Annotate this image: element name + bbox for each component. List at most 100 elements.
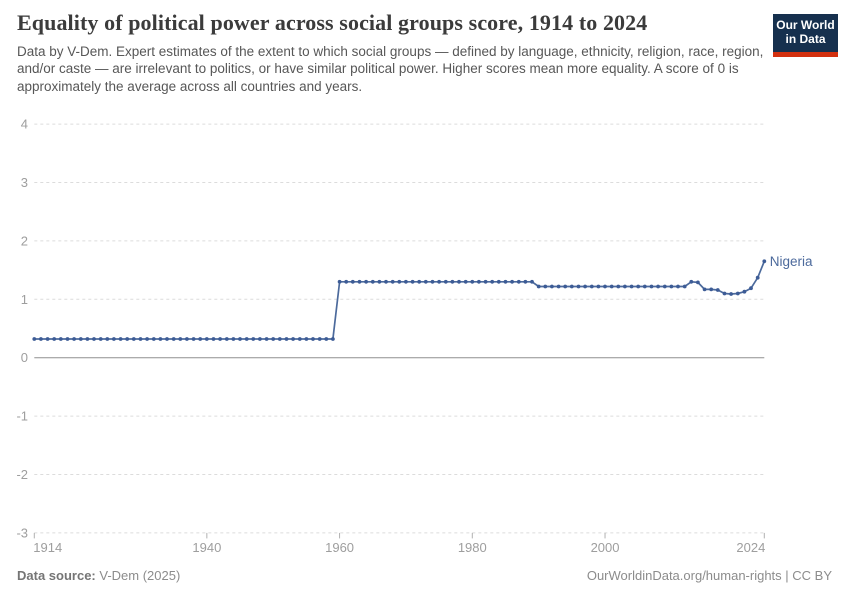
data-point-marker [277, 337, 282, 341]
data-point-marker [722, 291, 727, 296]
data-point-marker [370, 279, 375, 284]
data-point-marker [72, 337, 76, 341]
data-point-marker [576, 284, 581, 289]
data-point-marker [171, 337, 176, 341]
data-point-marker [749, 286, 753, 291]
data-point-marker [32, 337, 37, 341]
data-point-marker [377, 279, 382, 284]
data-point-marker [337, 279, 342, 284]
data-point-marker [138, 337, 143, 341]
data-point-marker [350, 279, 355, 284]
data-point-marker [390, 279, 395, 284]
x-axis-tick-label: 1940 [192, 540, 221, 555]
data-source-value: V-Dem (2025) [99, 568, 181, 583]
owid-logo-line1: Our World [776, 18, 835, 32]
data-point-marker [112, 337, 116, 341]
data-point-marker [224, 337, 229, 341]
data-point-marker [251, 337, 256, 341]
data-point-marker [145, 337, 150, 341]
data-source: Data source: V-Dem (2025) [17, 568, 180, 583]
y-axis-tick-label: 3 [21, 175, 28, 190]
data-point-marker [410, 279, 415, 284]
y-axis-tick-label: 2 [21, 233, 28, 248]
data-point-marker [636, 284, 641, 289]
data-point-marker [85, 337, 90, 341]
data-point-marker [669, 284, 674, 289]
data-point-marker [629, 284, 634, 289]
data-point-marker [238, 337, 242, 341]
data-point-marker [131, 337, 136, 341]
data-point-marker [676, 284, 680, 289]
chart-subtitle: Data by V-Dem. Expert estimates of the e… [17, 44, 764, 94]
y-axis-tick-label: -1 [16, 409, 28, 424]
data-point-marker [98, 337, 103, 341]
owid-logo[interactable]: Our World in Data [773, 14, 838, 57]
data-point-marker [477, 279, 481, 284]
data-point-marker [642, 284, 647, 289]
data-point-marker [404, 279, 408, 284]
data-point-marker [437, 279, 441, 284]
data-point-marker [165, 337, 169, 341]
data-point-marker [623, 284, 627, 289]
data-point-marker [284, 337, 289, 341]
data-source-label: Data source: [17, 568, 96, 583]
data-point-marker [118, 337, 123, 341]
data-point-marker [589, 284, 594, 289]
data-point-marker [52, 337, 57, 341]
data-point-marker [543, 284, 548, 289]
data-point-marker [603, 284, 607, 289]
x-axis-tick-label: 2000 [591, 540, 620, 555]
y-axis-tick-label: -2 [16, 467, 28, 482]
data-point-marker [709, 287, 714, 292]
data-point-marker [158, 337, 163, 341]
data-point-marker [331, 337, 335, 341]
data-point-marker [609, 284, 614, 289]
data-point-marker [178, 337, 183, 341]
data-point-marker [742, 289, 747, 294]
data-point-marker [92, 337, 96, 341]
data-point-marker [569, 284, 574, 289]
data-point-marker [483, 279, 488, 284]
y-axis-tick-label: -3 [16, 525, 28, 540]
data-point-marker [616, 284, 621, 289]
data-point-marker [105, 337, 110, 341]
data-point-marker [423, 279, 428, 284]
data-point-marker [516, 279, 521, 284]
data-point-marker [729, 292, 733, 296]
data-point-marker [264, 337, 269, 341]
data-point-marker [490, 279, 495, 284]
data-point-marker [510, 279, 514, 284]
data-point-marker [384, 279, 388, 284]
data-point-marker [45, 337, 50, 341]
data-point-marker [291, 337, 295, 341]
data-point-marker [463, 279, 468, 284]
data-point-marker [211, 337, 216, 341]
data-point-marker [450, 279, 455, 284]
x-axis-tick-label: 2024 [736, 540, 765, 555]
data-point-marker [689, 279, 694, 284]
attribution-link[interactable]: OurWorldinData.org/human-rights | CC BY [586, 568, 832, 583]
data-point-marker [583, 284, 587, 289]
data-point-marker [39, 337, 43, 341]
x-axis-tick-label: 1914 [33, 540, 62, 555]
data-point-marker [317, 337, 322, 341]
data-point-marker [357, 279, 362, 284]
data-point-marker [550, 284, 554, 289]
data-point-marker [523, 279, 528, 284]
data-point-marker [536, 284, 541, 289]
data-point-marker [324, 337, 329, 341]
data-point-marker [656, 284, 660, 289]
page-title: Equality of political power across socia… [17, 10, 648, 35]
data-point-marker [185, 337, 189, 341]
data-point-marker [430, 279, 435, 284]
data-point-marker [78, 337, 83, 341]
data-point-marker [271, 337, 276, 341]
data-point-marker [364, 279, 368, 284]
data-point-marker [755, 275, 760, 280]
data-point-marker [397, 279, 402, 284]
chart-header: Equality of political power across socia… [17, 9, 763, 95]
data-point-marker [125, 337, 130, 341]
data-point-marker [735, 291, 740, 296]
data-point-marker [470, 279, 475, 284]
